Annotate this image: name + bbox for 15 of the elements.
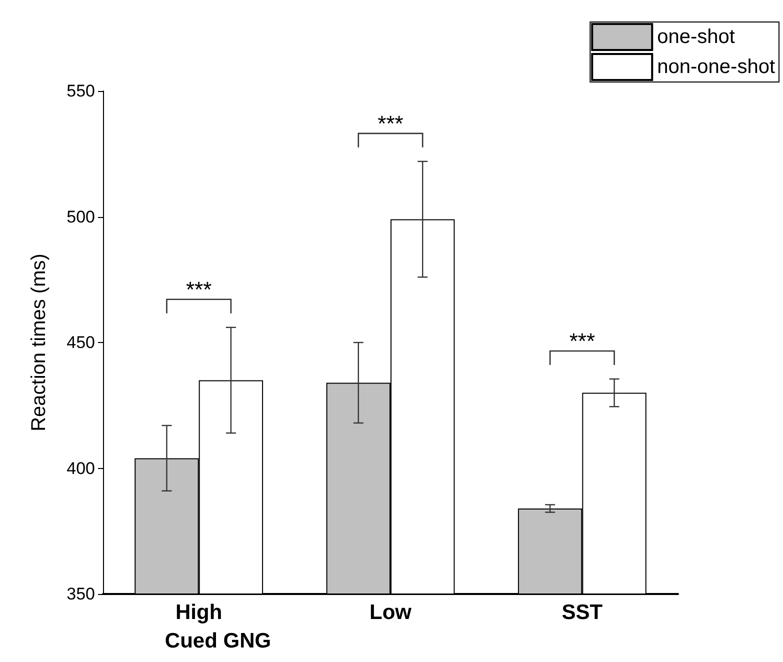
x-axis-title: Cued GNG [164,630,272,652]
y-tick-label: 550 [66,82,95,100]
annotation: *** [378,110,404,136]
legend-label: one-shot [657,26,736,48]
y-tick-label: 450 [66,333,95,352]
legend-label: non-one-shot [657,56,776,78]
x-tick-label: SST [562,601,603,624]
annotation: *** [569,328,596,354]
annotation: *** [186,276,212,302]
x-tick-label: High [176,601,222,624]
x-tick-label: Low [370,601,412,624]
y-tick-label: 400 [66,458,95,478]
y-tick-label: 500 [66,207,95,226]
y-tick-label: 350 [66,584,95,604]
y-axis-title: Reaction times (ms) [28,254,50,432]
